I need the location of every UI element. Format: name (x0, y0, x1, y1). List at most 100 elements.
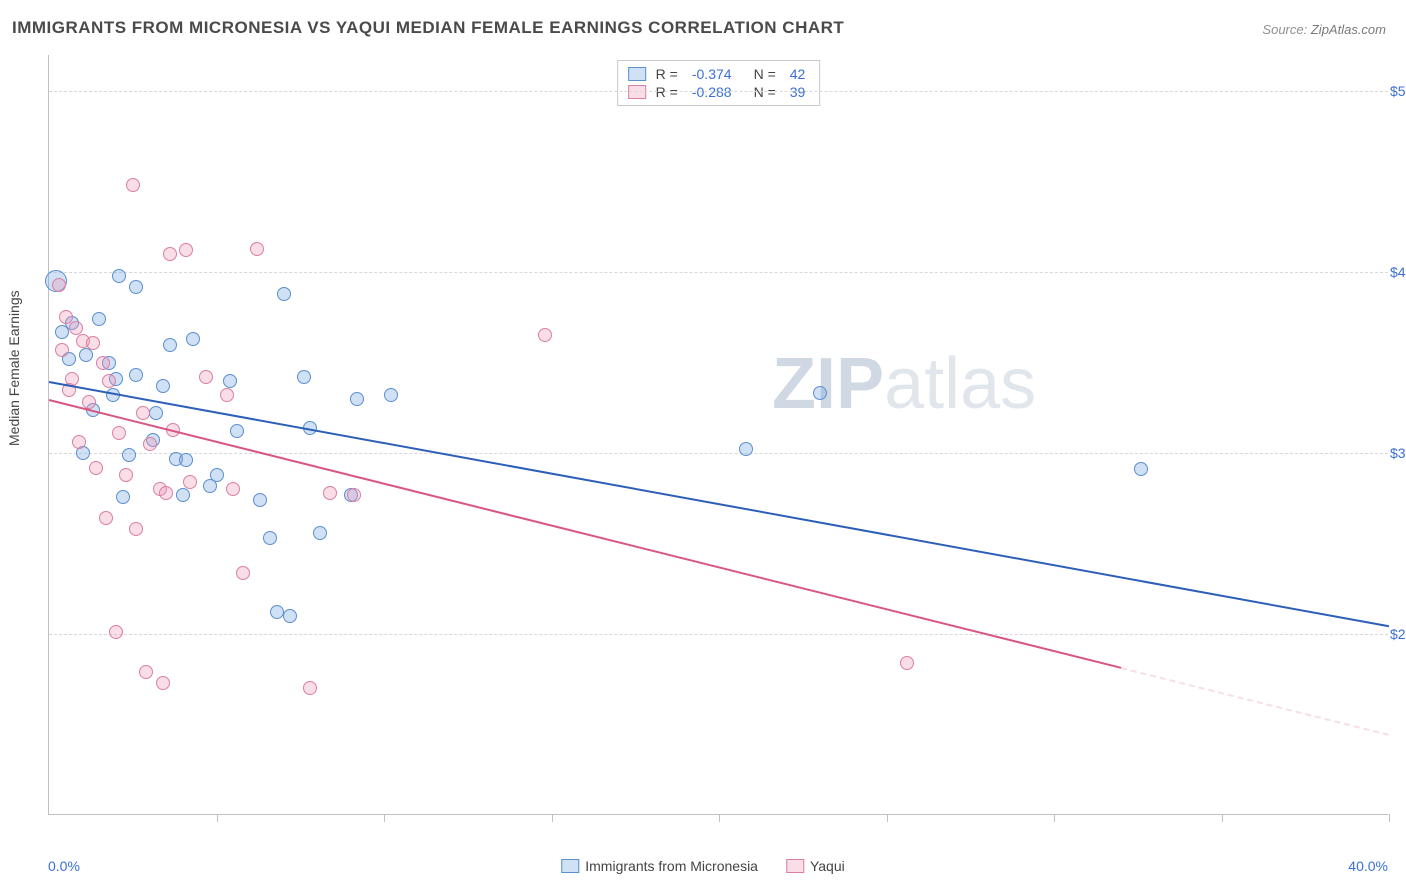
data-point (86, 336, 100, 350)
data-point (199, 370, 213, 384)
data-point (72, 435, 86, 449)
y-tick-label: $50,000 (1390, 83, 1406, 99)
data-point (156, 379, 170, 393)
data-point (297, 370, 311, 384)
data-point (183, 475, 197, 489)
data-point (176, 488, 190, 502)
legend-item: Yaqui (786, 858, 845, 874)
chart-plot-area: ZIPatlas R =-0.374N =42R =-0.288N =39 $2… (48, 55, 1388, 815)
x-axis-max-label: 40.0% (1348, 858, 1388, 874)
data-point (283, 609, 297, 623)
data-point (263, 531, 277, 545)
data-point (313, 526, 327, 540)
data-point (277, 287, 291, 301)
data-point (223, 374, 237, 388)
x-tick (1389, 814, 1390, 822)
x-tick (1054, 814, 1055, 822)
legend-series-name: Immigrants from Micronesia (585, 858, 758, 874)
data-point (112, 426, 126, 440)
data-point (96, 356, 110, 370)
regression-line-extension (1121, 667, 1389, 736)
data-point (129, 522, 143, 536)
data-point (163, 338, 177, 352)
data-point (126, 178, 140, 192)
data-point (55, 343, 69, 357)
data-point (159, 486, 173, 500)
data-point (129, 368, 143, 382)
data-point (143, 437, 157, 451)
data-point (303, 681, 317, 695)
data-point (739, 442, 753, 456)
data-point (186, 332, 200, 346)
source-attribution: Source: ZipAtlas.com (1262, 22, 1386, 37)
data-point (538, 328, 552, 342)
data-point (129, 280, 143, 294)
data-point (350, 392, 364, 406)
data-point (230, 424, 244, 438)
legend-series-name: Yaqui (810, 858, 845, 874)
legend-swatch (786, 859, 804, 873)
watermark: ZIPatlas (772, 343, 1036, 425)
series-legend: Immigrants from Micronesia Yaqui (561, 858, 844, 874)
n-value: 42 (790, 66, 806, 82)
data-point (1134, 462, 1148, 476)
data-point (236, 566, 250, 580)
x-tick (887, 814, 888, 822)
data-point (203, 479, 217, 493)
data-point (220, 388, 234, 402)
x-tick (217, 814, 218, 822)
data-point (99, 511, 113, 525)
data-point (813, 386, 827, 400)
legend-item: Immigrants from Micronesia (561, 858, 758, 874)
data-point (109, 625, 123, 639)
correlation-legend: R =-0.374N =42R =-0.288N =39 (617, 60, 821, 106)
data-point (89, 461, 103, 475)
data-point (122, 448, 136, 462)
data-point (226, 482, 240, 496)
data-point (250, 242, 264, 256)
data-point (163, 247, 177, 261)
y-tick-label: $20,000 (1390, 626, 1406, 642)
source-value: ZipAtlas.com (1311, 22, 1386, 37)
chart-title: IMMIGRANTS FROM MICRONESIA VS YAQUI MEDI… (12, 18, 844, 38)
data-point (119, 468, 133, 482)
data-point (384, 388, 398, 402)
source-label: Source: (1262, 22, 1307, 37)
data-point (102, 374, 116, 388)
data-point (112, 269, 126, 283)
legend-row: R = -0.374 N = 42 (628, 65, 810, 83)
gridline (49, 91, 1388, 92)
gridline (49, 272, 1388, 273)
n-label: N = (754, 66, 776, 82)
legend-swatch (628, 67, 646, 81)
y-tick-label: $30,000 (1390, 445, 1406, 461)
data-point (116, 490, 130, 504)
x-tick (719, 814, 720, 822)
data-point (136, 406, 150, 420)
legend-swatch (561, 859, 579, 873)
regression-line (49, 381, 1389, 627)
x-tick (1222, 814, 1223, 822)
data-point (139, 665, 153, 679)
gridline (49, 453, 1388, 454)
data-point (900, 656, 914, 670)
data-point (52, 278, 66, 292)
r-value: -0.374 (692, 66, 732, 82)
data-point (270, 605, 284, 619)
gridline (49, 634, 1388, 635)
data-point (253, 493, 267, 507)
data-point (179, 243, 193, 257)
data-point (156, 676, 170, 690)
x-tick (552, 814, 553, 822)
data-point (347, 488, 361, 502)
y-axis-title: Median Female Earnings (6, 290, 22, 446)
x-axis-min-label: 0.0% (48, 858, 80, 874)
data-point (323, 486, 337, 500)
y-tick-label: $40,000 (1390, 264, 1406, 280)
x-tick (384, 814, 385, 822)
r-label: R = (656, 66, 678, 82)
data-point (179, 453, 193, 467)
regression-line (49, 399, 1121, 669)
data-point (149, 406, 163, 420)
data-point (79, 348, 93, 362)
